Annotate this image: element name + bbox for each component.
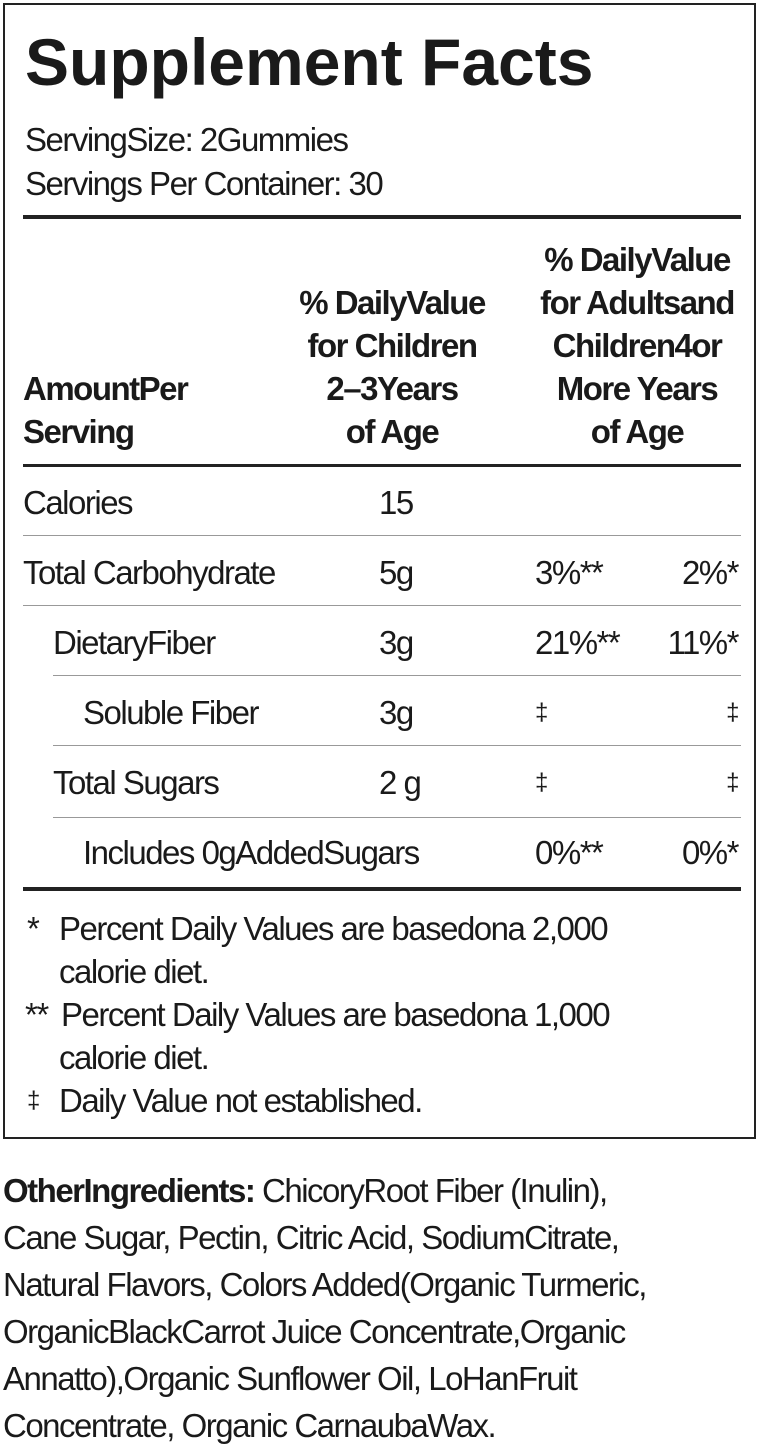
- row-divider: [53, 745, 741, 746]
- row-amount: 3g: [379, 624, 414, 661]
- row-divider: [53, 675, 741, 676]
- ingredients-line: Cane Sugar, Pectin, Citric Acid, SodiumC…: [3, 1219, 620, 1256]
- header-amount-per-serving: AmountPer Serving: [23, 370, 189, 450]
- row-amount: 15: [379, 484, 414, 521]
- servings-per-container: Servings Per Container: 30: [25, 165, 384, 202]
- supplement-facts-panel: Supplement Facts ServingSize: 2Gummies S…: [3, 3, 756, 1139]
- footnote-text: Daily Value not established.: [59, 1082, 423, 1119]
- panel-title: Supplement Facts: [25, 25, 594, 99]
- row-dv-adults: 2%*: [681, 554, 740, 591]
- row-name: DietaryFiber: [53, 624, 216, 661]
- row-name: Total Carbohydrate: [23, 554, 276, 591]
- top-rule: [23, 215, 741, 219]
- row-amount: 3g: [379, 694, 414, 731]
- header-children-dv: % DailyValue for Children 2–3Years of Ag…: [299, 284, 486, 450]
- ingredients-line: Concentrate, Organic CarnaubaWax.: [3, 1407, 497, 1444]
- row-dv-adults: 11%*: [667, 624, 740, 661]
- row-dv-children: ‡: [535, 769, 548, 796]
- row-divider: [23, 605, 741, 606]
- row-divider: [23, 535, 741, 536]
- header-rule: [23, 464, 741, 467]
- ingredients-line: Natural Flavors, Colors Added(Organic Tu…: [3, 1266, 647, 1303]
- footnote-mark: **: [25, 996, 49, 1033]
- row-dv-adults: 0%*: [681, 834, 740, 871]
- row-amount: 2 g: [379, 764, 422, 801]
- row-name: Total Sugars: [53, 764, 220, 801]
- footnote-mark: *: [27, 910, 40, 947]
- row-dv-children: 21%**: [535, 624, 621, 661]
- ingredients-label: OtherIngredients:: [3, 1172, 256, 1209]
- row-name: Includes 0gAddedSugars: [83, 834, 420, 871]
- row-name: Calories: [23, 484, 134, 521]
- bottom-rule: [23, 887, 741, 891]
- row-dv-adults: ‡: [726, 699, 739, 726]
- footnote-text: calorie diet.: [59, 1039, 210, 1076]
- row-dv-adults: ‡: [726, 769, 739, 796]
- row-dv-children: 3%**: [535, 554, 604, 591]
- serving-size: ServingSize: 2Gummies: [25, 121, 349, 158]
- ingredients-line: OrganicBlackCarrot Juice Concentrate,Org…: [3, 1313, 626, 1350]
- row-amount: 5g: [379, 554, 414, 591]
- row-dv-children: ‡: [535, 699, 548, 726]
- ingredients-line: Annatto),Organic Sunflower Oil, LoHanFru…: [3, 1360, 578, 1397]
- row-divider: [53, 817, 741, 818]
- footnote-text: Percent Daily Values are basedona 1,000: [61, 996, 611, 1033]
- header-adults-dv: % DailyValue for Adultsand Children4or M…: [540, 241, 735, 450]
- footnote-text: calorie diet.: [59, 953, 210, 990]
- row-name: Soluble Fiber: [83, 694, 259, 731]
- row-dv-children: 0%**: [535, 834, 604, 871]
- footnote-text: Percent Daily Values are basedona 2,000: [59, 910, 609, 947]
- ingredients-line: OtherIngredients: ChicoryRoot Fiber (Inu…: [3, 1172, 608, 1209]
- footnote-mark: ‡: [27, 1087, 40, 1114]
